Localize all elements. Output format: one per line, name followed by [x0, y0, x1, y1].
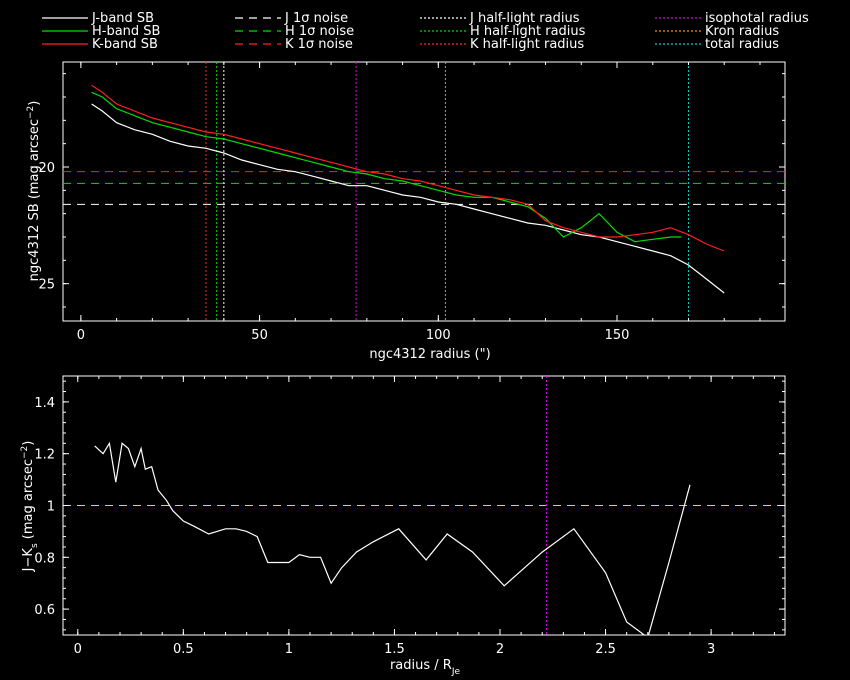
bottom-x-axis-label: radius / RJe — [390, 658, 461, 677]
top-panel: 0 50 100 150 20 25 ngc4312 radius (") ngc4312… — [26, 61, 786, 362]
top-y-label-main: ngc4312 SB (mag arcsec — [27, 119, 42, 281]
bottom-ytick-label: 0.8 — [34, 551, 55, 566]
top-ytick-label: 25 — [38, 278, 55, 293]
top-series-k-band-sb — [91, 84, 725, 252]
bottom-series-lines — [94, 441, 691, 635]
legend-label-h-1sigma-noise: H 1σ noise — [285, 24, 354, 39]
top-ytick-label: 20 — [38, 161, 55, 176]
legend-label-isophotal-radius: isophotal radius — [705, 11, 809, 26]
bottom-xtick-label: 0.5 — [173, 642, 194, 657]
top-reference-lines — [63, 62, 785, 321]
bottom-y-label-main: J−K — [21, 548, 36, 573]
bottom-reference-lines — [63, 376, 785, 635]
bottom-ytick-label: 1 — [47, 500, 55, 515]
bottom-ytick-label: 1.2 — [34, 448, 55, 463]
top-y-label-end: ) — [27, 101, 42, 106]
bottom-xtick-label: 2 — [496, 642, 504, 657]
bottom-ytick-label: 0.6 — [34, 603, 55, 618]
legend-label-j-1sigma-noise: J 1σ noise — [284, 11, 348, 26]
bottom-y-label-end: ) — [21, 441, 36, 446]
bottom-xtick-label: 0 — [74, 642, 82, 657]
top-y-label-sup: −2 — [26, 106, 36, 119]
bottom-panel: 0 0.5 1 1.5 2 2.5 30.60.811.21.4 radius / RJe … — [20, 375, 786, 677]
bottom-xtick-label: 1.5 — [384, 642, 405, 657]
legend-label-j-band-sb: J-band SB — [91, 11, 154, 26]
bottom-axis-ticks: 0 0.5 1 1.5 2 2.5 3 0.6 0.8 1 1.2 1.4 — [34, 376, 785, 657]
legend-label-k-band-sb: K-band SB — [92, 37, 158, 52]
bottom-y-axis-label: J−Ks (mag arcsec−2) — [20, 441, 40, 573]
top-xtick-label: 50 — [251, 328, 268, 343]
legend-label-kron-radius: Kron radius — [705, 24, 779, 39]
top-series-j-band-sb — [91, 103, 725, 294]
top-plot-frame — [62, 61, 786, 322]
top-xtick-label: 100 — [426, 328, 451, 343]
legend-label-h-band-sb: H-band SB — [92, 24, 160, 39]
top-axis-ticks: 0 50 100 150 20 25 — [38, 62, 785, 343]
bottom-xtick-label: 2.5 — [595, 642, 616, 657]
bottom-y-label-sub: s — [30, 543, 40, 548]
legend-label-k-1sigma-noise: K 1σ noise — [285, 37, 353, 52]
bottom-plot-frame — [62, 375, 786, 636]
bottom-y-label-mid: (mag arcsec — [21, 459, 36, 543]
top-y-axis-label: ngc4312 SB (mag arcsec−2) — [26, 101, 42, 282]
top-xtick-label: 150 — [605, 328, 630, 343]
bottom-y-label-sup: −2 — [20, 446, 30, 459]
legend-label-total-radius: total radius — [705, 37, 779, 52]
bottom-xtick-label: 3 — [707, 642, 715, 657]
bottom-x-label-sub: Je — [451, 667, 461, 677]
legend-label-h-half-light-radius: H half-light radius — [470, 24, 586, 39]
top-xtick-label: 0 — [77, 328, 85, 343]
bottom-x-label-main: radius / R — [390, 658, 452, 673]
top-series-lines — [91, 84, 725, 294]
bottom-ytick-label: 1.4 — [34, 396, 55, 411]
bottom-series-j-ks — [94, 441, 691, 635]
legend-label-j-half-light-radius: J half-light radius — [469, 11, 580, 26]
bottom-xtick-label: 1 — [285, 642, 293, 657]
top-series-h-band-sb — [91, 91, 682, 243]
top-x-axis-label: ngc4312 radius (") — [369, 347, 490, 362]
legend-label-k-half-light-radius: K half-light radius — [470, 37, 584, 52]
